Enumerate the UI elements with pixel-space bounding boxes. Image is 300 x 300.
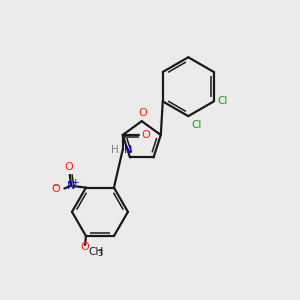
Text: O: O	[142, 130, 151, 140]
Text: Cl: Cl	[217, 96, 228, 106]
Text: H: H	[111, 145, 119, 155]
Text: O: O	[51, 184, 60, 194]
Text: N: N	[67, 181, 75, 190]
Text: Cl: Cl	[191, 120, 202, 130]
Text: N: N	[124, 145, 132, 155]
Text: +: +	[71, 178, 79, 187]
Text: O: O	[64, 162, 73, 172]
Text: CH: CH	[88, 247, 103, 257]
Text: O: O	[138, 108, 147, 118]
Text: 3: 3	[97, 249, 102, 258]
Text: O: O	[80, 242, 89, 252]
Text: −: −	[52, 181, 60, 190]
